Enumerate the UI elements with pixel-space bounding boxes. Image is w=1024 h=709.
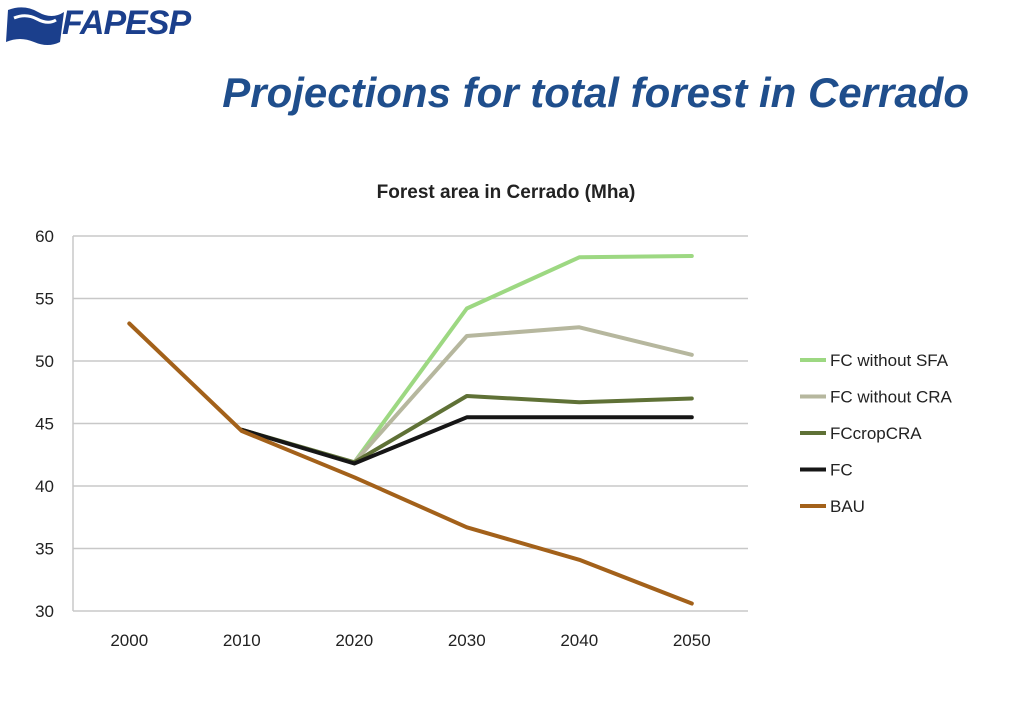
series-line-bau [127,321,694,606]
legend-label: FC without SFA [830,351,949,370]
series-line-fccropcra [239,394,694,465]
legend-label: FC [830,461,853,480]
y-tick-label: 45 [35,415,54,434]
y-tick-label: 30 [35,602,54,621]
chart-series [127,254,694,606]
series-line-fc-without-sfa [352,254,694,465]
y-tick-label: 35 [35,540,54,559]
chart-legend: FC without SFA FC without CRA FCcropCRA FC B… [800,351,953,516]
y-tick-label: 60 [35,227,54,246]
x-tick-label: 2000 [110,631,148,650]
slide-title: Projections for total forest in Cerrado [222,69,969,116]
x-tick-label: 2050 [673,631,711,650]
fapesp-logo-flag-icon [6,7,64,45]
series-line-fc-without-cra [352,325,694,465]
y-tick-label: 50 [35,352,54,371]
y-tick-label: 55 [35,290,54,309]
x-tick-label: 2030 [448,631,486,650]
chart-gridlines [72,235,748,612]
x-tick-label: 2040 [560,631,598,650]
legend-label: FCcropCRA [830,424,922,443]
fapesp-logo-text: FAPESP [62,4,191,42]
legend-label: FC without CRA [830,388,953,407]
x-axis: 2000 2010 2020 2030 2040 2050 [110,631,710,650]
x-tick-label: 2020 [335,631,373,650]
y-tick-label: 40 [35,477,54,496]
y-axis: 30 35 40 45 50 55 60 [35,227,54,621]
series-line-fc [239,415,694,466]
chart-title: Forest area in Cerrado (Mha) [377,182,636,203]
legend-label: BAU [830,497,865,516]
x-tick-label: 2010 [223,631,261,650]
